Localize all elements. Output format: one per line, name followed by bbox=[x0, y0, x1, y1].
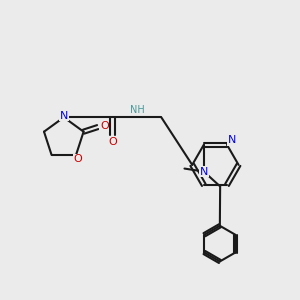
Text: N: N bbox=[60, 110, 68, 121]
Text: O: O bbox=[108, 137, 117, 147]
Text: O: O bbox=[74, 154, 82, 164]
Text: N: N bbox=[228, 135, 236, 145]
Text: N: N bbox=[200, 167, 208, 176]
Text: NH: NH bbox=[130, 105, 145, 115]
Text: O: O bbox=[100, 122, 109, 131]
